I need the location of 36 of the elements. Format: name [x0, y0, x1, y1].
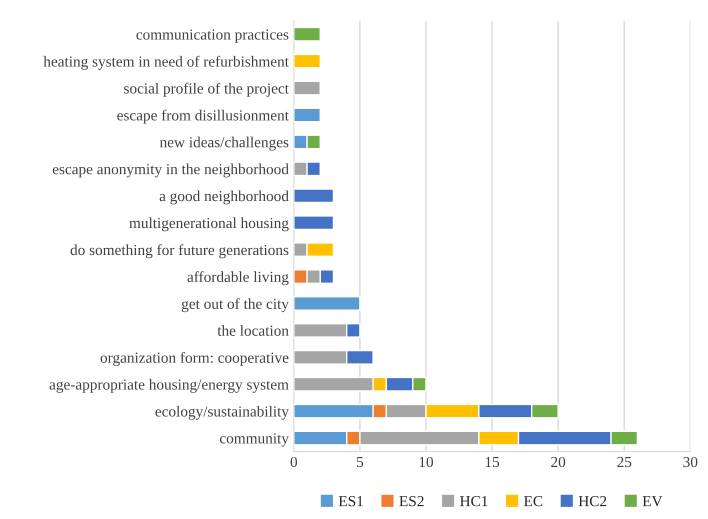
bar — [294, 108, 321, 122]
x-tick-label: 30 — [683, 456, 698, 468]
y-tick-label: social profile of the project — [124, 82, 289, 97]
y-tick-label: do something for future generations — [70, 244, 288, 258]
x-tick-label: 20 — [551, 456, 566, 468]
y-tick-label: escape anonymity in the neighborhood — [52, 164, 289, 178]
legend-label: HC1 — [460, 496, 488, 506]
y-tick-label: ecology/sustainability — [155, 406, 289, 420]
legend-label: EC — [524, 496, 542, 506]
y-tick-label: multigenerational housing — [129, 217, 289, 232]
y-tick-label: new ideas/challenges — [160, 136, 288, 151]
y-tick-label: organization form: cooperative — [100, 352, 288, 366]
x-tick-label: 5 — [356, 456, 364, 468]
legend-label: ES1 — [338, 496, 363, 506]
x-tick-label: 10 — [420, 456, 434, 468]
x-tick-label: 15 — [486, 456, 500, 468]
bar — [294, 54, 321, 69]
y-tick-label: get out of the city — [182, 298, 289, 312]
y-tick-label: escape from disillusionment — [117, 110, 289, 124]
bar — [294, 188, 334, 204]
y-tick-label: a good neighborhood — [160, 190, 289, 204]
legend-label: HC2 — [578, 496, 606, 506]
legend-label: EV — [642, 496, 662, 506]
y-tick-label: communication practices — [136, 29, 288, 43]
y-tick-label: age-appropriate housing/energy system — [50, 378, 289, 393]
legend-label: ES2 — [399, 496, 424, 506]
bar — [294, 296, 361, 311]
x-tick-label: 0 — [290, 456, 298, 468]
y-tick-label: the location — [217, 325, 289, 336]
bar — [294, 215, 334, 230]
y-tick-label: heating system in need of refurbishment — [43, 56, 289, 70]
x-tick-label: 25 — [617, 456, 632, 468]
y-tick-label: community — [220, 433, 289, 447]
bar — [294, 26, 321, 42]
bar — [294, 80, 321, 96]
y-tick-label: affordable living — [188, 271, 289, 286]
